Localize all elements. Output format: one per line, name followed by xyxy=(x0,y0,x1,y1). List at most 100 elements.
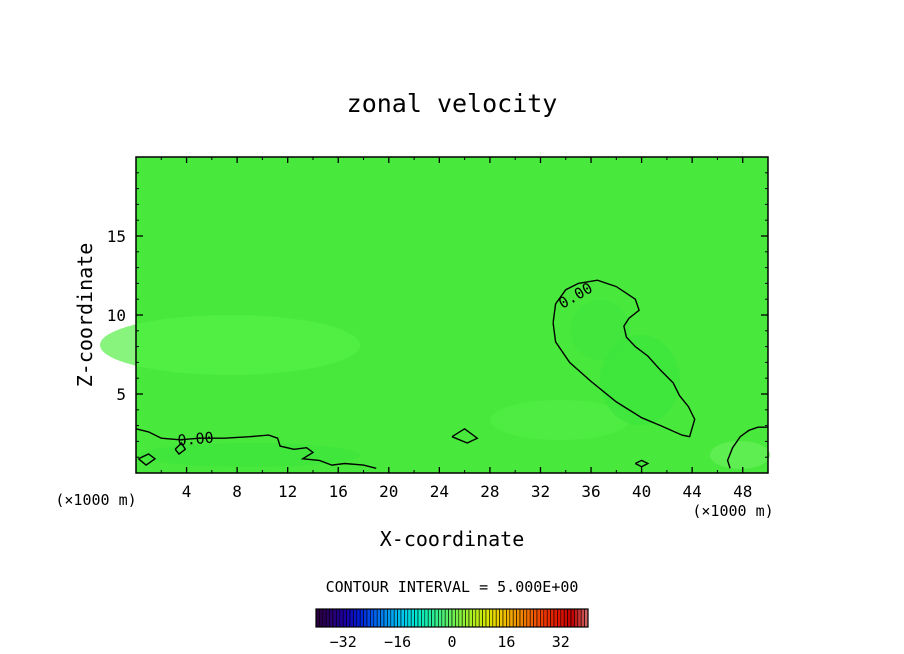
colorbar-cell xyxy=(529,608,534,628)
y-tick-label: 5 xyxy=(116,385,126,404)
colorbar-cell xyxy=(455,608,460,628)
colorbar-cell xyxy=(570,608,575,628)
x-tick-label: 40 xyxy=(632,482,651,501)
colorbar-cell xyxy=(553,608,558,628)
x-tick-label: 32 xyxy=(531,482,550,501)
colorbar-cell xyxy=(349,608,354,628)
y-axis-ticks: 5 10 15 xyxy=(107,172,768,458)
colorbar-cell xyxy=(557,608,562,628)
contour-interval-label: CONTOUR INTERVAL = 5.000E+00 xyxy=(326,578,579,596)
colorbar-cell xyxy=(325,608,330,628)
contour-zero-loop xyxy=(451,427,479,444)
colorbar-cell xyxy=(390,608,395,628)
colorbar-tick-label: 0 xyxy=(447,633,456,651)
colorbar-cell xyxy=(329,608,334,628)
colorbar-cell xyxy=(577,608,582,628)
colorbar-cell xyxy=(489,608,494,628)
colorbar-cell xyxy=(421,608,426,628)
colorbar-cell xyxy=(526,608,531,628)
x-tick-label: 16 xyxy=(329,482,348,501)
colorbar-cell xyxy=(499,608,504,628)
colorbar-tick-label: 32 xyxy=(552,633,570,651)
colorbar-cell xyxy=(393,608,398,628)
x-tick-label: 28 xyxy=(480,482,499,501)
colorbar-cell xyxy=(441,608,446,628)
colorbar-cell xyxy=(448,608,453,628)
chart-title: zonal velocity xyxy=(347,89,558,118)
colorbar-cell xyxy=(482,608,487,628)
field-region-dark xyxy=(570,300,630,360)
colorbar-cell xyxy=(373,608,378,628)
colorbar-cell xyxy=(353,608,358,628)
colorbar-cell xyxy=(478,608,483,628)
contour-zero-loop xyxy=(174,441,187,455)
colorbar-cell xyxy=(472,608,477,628)
colorbar-cell xyxy=(380,608,385,628)
colorbar-cell xyxy=(451,608,456,628)
contour-label: 0.00 xyxy=(177,428,215,449)
contour-zero-bottom-left xyxy=(135,428,377,469)
field-region-dark xyxy=(600,335,680,425)
colorbar-cell xyxy=(319,608,324,628)
colorbar-cell xyxy=(509,608,514,628)
colorbar-tick-label: −16 xyxy=(384,633,411,651)
x-unit-left: (×1000 m) xyxy=(55,491,136,509)
colorbar-cell xyxy=(366,608,371,628)
x-unit-right: (×1000 m) xyxy=(692,502,773,520)
colorbar-cell xyxy=(546,608,551,628)
x-tick-label: 24 xyxy=(430,482,449,501)
colorbar xyxy=(315,608,589,628)
field-region-dark xyxy=(140,443,360,467)
field-region-light xyxy=(710,441,770,469)
x-tick-label: 12 xyxy=(278,482,297,501)
colorbar-cell xyxy=(543,608,548,628)
colorbar-cell xyxy=(424,608,429,628)
colorbar-cell xyxy=(540,608,545,628)
colorbar-cell xyxy=(376,608,381,628)
colorbar-cell xyxy=(363,608,368,628)
colorbar-ticks: −32 −16 0 16 32 xyxy=(330,633,570,651)
x-tick-label: 44 xyxy=(683,482,702,501)
colorbar-tick-label: 16 xyxy=(497,633,515,651)
colorbar-cell xyxy=(550,608,555,628)
colorbar-cell xyxy=(427,608,432,628)
colorbar-cell xyxy=(560,608,565,628)
colorbar-frame xyxy=(315,608,589,628)
x-axis-label: X-coordinate xyxy=(380,527,525,551)
y-tick-label: 15 xyxy=(107,227,126,246)
colorbar-cell xyxy=(506,608,511,628)
colorbar-cell xyxy=(434,608,439,628)
colorbar-cell xyxy=(461,608,466,628)
field-region-light xyxy=(490,400,630,440)
colorbar-cell xyxy=(468,608,473,628)
colorbar-cell xyxy=(580,608,585,628)
field-background xyxy=(136,157,768,473)
colorbar-cell xyxy=(332,608,337,628)
colorbar-cell xyxy=(404,608,409,628)
colorbar-cell xyxy=(383,608,388,628)
colorbar-cell xyxy=(346,608,351,628)
colorbar-cell xyxy=(370,608,375,628)
colorbar-cell xyxy=(563,608,568,628)
colorbar-cell xyxy=(492,608,497,628)
colorbar-cell xyxy=(431,608,436,628)
colorbar-cell xyxy=(475,608,480,628)
colorbar-cell xyxy=(339,608,344,628)
colorbar-cell xyxy=(574,608,579,628)
colorbar-cell xyxy=(387,608,392,628)
colorbar-cell xyxy=(438,608,443,628)
colorbar-cell xyxy=(495,608,500,628)
x-tick-label: 4 xyxy=(182,482,192,501)
colorbar-cell xyxy=(512,608,517,628)
contour-zero-loop xyxy=(138,453,157,466)
colorbar-cell xyxy=(397,608,402,628)
y-axis-label: Z-coordinate xyxy=(73,243,97,388)
colorbar-cell xyxy=(519,608,524,628)
x-tick-label: 8 xyxy=(232,482,242,501)
contour-zero-upper xyxy=(552,279,696,438)
field-region-light xyxy=(100,315,360,375)
colorbar-cell xyxy=(322,608,327,628)
y-tick-label: 10 xyxy=(107,306,126,325)
colorbar-cell xyxy=(410,608,415,628)
